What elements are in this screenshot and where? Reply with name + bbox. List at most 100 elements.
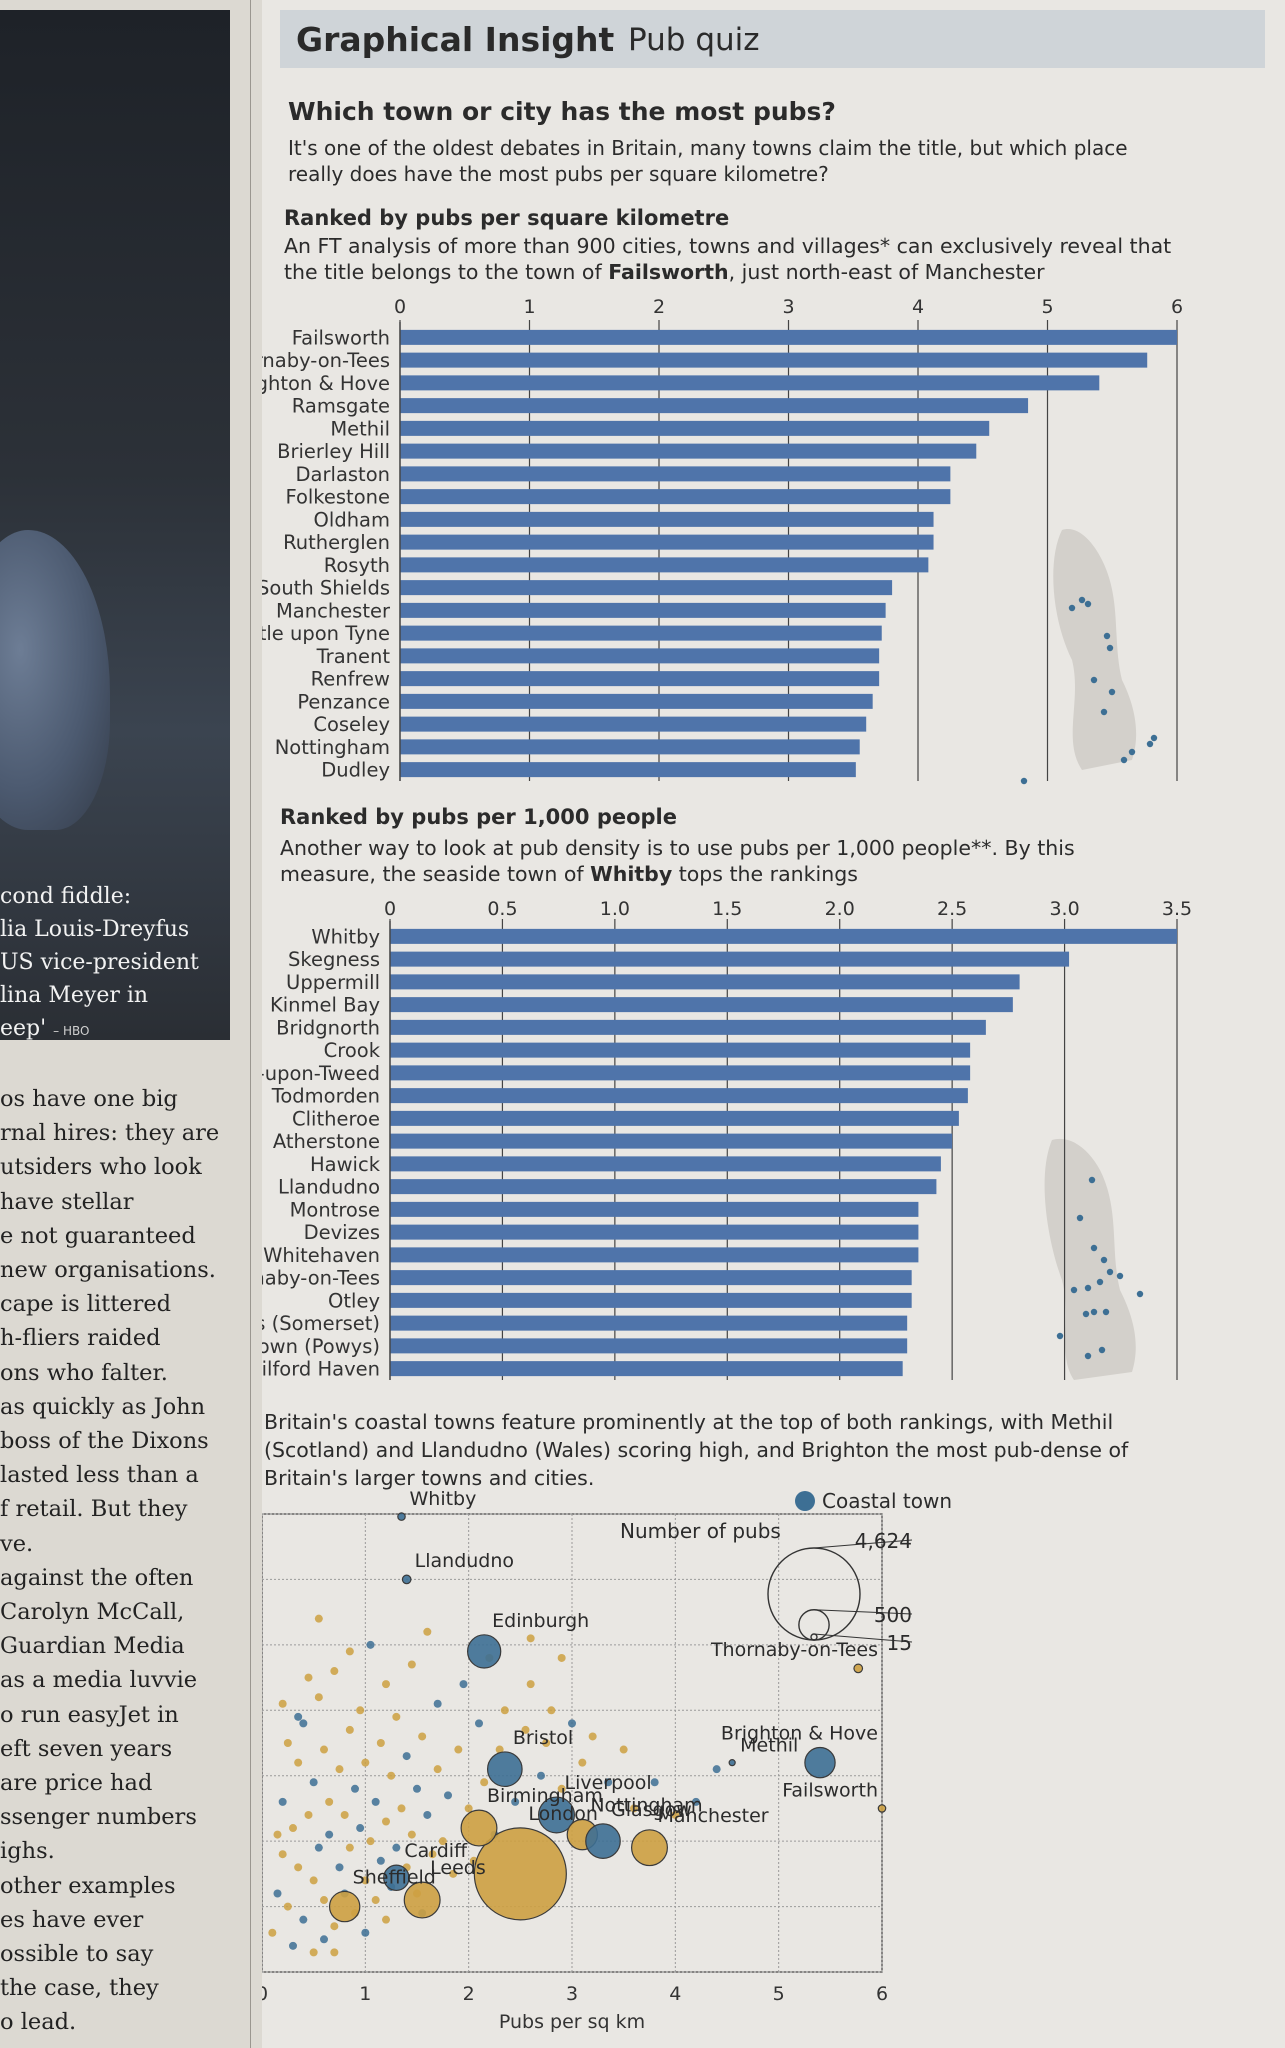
map-dot xyxy=(1100,708,1108,716)
scatter-point xyxy=(335,1765,344,1774)
legend-size-label: 500 xyxy=(874,1603,912,1627)
scatter-point xyxy=(392,1712,401,1721)
photo-credit: – HBO xyxy=(53,1024,90,1038)
bar xyxy=(390,1110,959,1126)
bar-category-label: Crook xyxy=(324,1039,381,1062)
scatter-point xyxy=(428,1850,437,1859)
scatter-point xyxy=(361,1928,370,1937)
labeled-scatter-point xyxy=(631,1829,668,1867)
body-text-line: o run easyJet in xyxy=(0,1701,179,1728)
bar xyxy=(400,534,934,550)
bar xyxy=(400,375,1100,391)
bar xyxy=(400,489,951,505)
x-tick-label: 0 xyxy=(384,898,396,920)
body-text-line: Carolyn McCall, xyxy=(0,1599,185,1626)
scatter-point xyxy=(407,1830,416,1839)
scatter-point xyxy=(402,1752,411,1761)
chart2-desc-line: measure, the seaside town of Whitby tops… xyxy=(280,862,858,886)
point-label: Brighton & Hove xyxy=(721,1723,878,1745)
map-dot xyxy=(1098,1346,1106,1354)
scatter-point xyxy=(335,1863,344,1872)
scatter-point xyxy=(299,1719,308,1728)
scatter-point xyxy=(320,1896,328,1905)
bar-category-label: Coseley xyxy=(313,713,390,736)
bar-category-label: Tranent xyxy=(316,645,391,668)
x-tick-label: 5 xyxy=(1041,296,1053,318)
labeled-scatter-point xyxy=(403,1881,441,1919)
bar-category-label: Montrose xyxy=(290,1198,380,1221)
scatter-point xyxy=(273,1889,282,1898)
bar-category-label: Newtown (Powys) xyxy=(262,1335,380,1358)
bar xyxy=(390,1338,908,1354)
chart3-desc-line: Britain's coastal towns feature prominen… xyxy=(264,1410,1114,1434)
scatter-point xyxy=(444,1791,452,1800)
body-text-line: boss of the Dixons xyxy=(0,1428,209,1455)
point-label: Methil xyxy=(740,1735,798,1757)
chart1-desc: An FT analysis of more than 900 cities, … xyxy=(284,233,1171,285)
scatter-point xyxy=(671,1810,680,1819)
x-tick-label: 3 xyxy=(782,296,794,318)
body-text-line: are price had xyxy=(0,1770,153,1797)
scatter-point xyxy=(433,1765,442,1774)
left-column: cond fiddle: lia Louis-Dreyfus US vice-p… xyxy=(0,0,262,2048)
bar-category-label: Todmorden xyxy=(271,1085,380,1108)
map-dot xyxy=(1103,632,1111,640)
x-tick-label: 0.5 xyxy=(487,898,517,920)
scatter-point xyxy=(495,1745,504,1754)
section-title: Pub quiz xyxy=(628,22,760,58)
body-text-line: eft seven years xyxy=(0,1735,173,1762)
labeled-scatter-point xyxy=(473,1827,567,1921)
photo-figure xyxy=(0,530,110,830)
scatter-point xyxy=(397,1804,406,1813)
map-dot xyxy=(1146,740,1154,748)
bar xyxy=(400,443,977,459)
bar-category-label: Newcastle upon Tyne xyxy=(262,622,390,645)
map-dot xyxy=(1106,644,1114,652)
labeled-scatter-point xyxy=(853,1663,864,1674)
point-label: Llandudno xyxy=(415,1550,514,1572)
legend-size-label: 4,624 xyxy=(855,1529,912,1553)
map-dot xyxy=(1068,604,1076,612)
caption-line: US vice-president xyxy=(0,950,199,975)
bar-category-label: Bridgnorth xyxy=(276,1016,380,1039)
intro-line: It's one of the oldest debates in Britai… xyxy=(288,136,1128,160)
bar-category-label: Berwick-upon-Tweed xyxy=(262,1062,380,1085)
scatter-point xyxy=(330,1948,339,1957)
x-tick-label: 1 xyxy=(359,1983,371,2005)
bar xyxy=(390,1247,919,1263)
scatter-point xyxy=(382,1680,390,1689)
labeled-scatter-point xyxy=(728,1759,736,1767)
body-text-line: the case, they xyxy=(0,1975,159,2002)
scatter-point xyxy=(273,1830,282,1839)
scatter-point xyxy=(294,1712,303,1721)
scatter-point xyxy=(294,1863,303,1872)
x-tick-label: 4 xyxy=(669,1983,681,2005)
legend-size-circle xyxy=(767,1547,861,1641)
graphical-insight-panel: Graphical Insight Pub quiz Which town or… xyxy=(262,0,1285,2048)
uk-map-silhouette xyxy=(1044,1138,1136,1380)
body-text-line: Guardian Media xyxy=(0,1633,185,1660)
x-tick-label: 3.5 xyxy=(1162,898,1192,920)
map-dot xyxy=(1106,1268,1114,1276)
intro: It's one of the oldest debates in Britai… xyxy=(288,135,1128,187)
scatter-point xyxy=(330,1922,339,1931)
point-label: Bristol xyxy=(513,1727,573,1749)
bar xyxy=(390,974,1020,990)
point-label: London xyxy=(528,1803,598,1825)
map-dot xyxy=(1088,1176,1096,1184)
x-tick-label: 0 xyxy=(394,296,406,318)
bar xyxy=(400,557,929,573)
bar xyxy=(400,625,882,641)
scatter-point xyxy=(376,1739,385,1747)
bar xyxy=(390,1179,937,1195)
labeled-scatter-point xyxy=(877,1804,887,1813)
bar xyxy=(390,997,1013,1013)
labeled-scatter-point xyxy=(486,1751,523,1788)
legend-size-leader xyxy=(813,1633,913,1643)
labeled-scatter-point xyxy=(383,1864,410,1892)
scatter-point xyxy=(371,1797,380,1806)
labeled-scatter-point xyxy=(804,1746,836,1779)
bar xyxy=(400,398,1029,414)
chart1-title: Ranked by pubs per square kilometre xyxy=(284,206,730,230)
x-tick-label: 3.0 xyxy=(1049,898,1079,920)
